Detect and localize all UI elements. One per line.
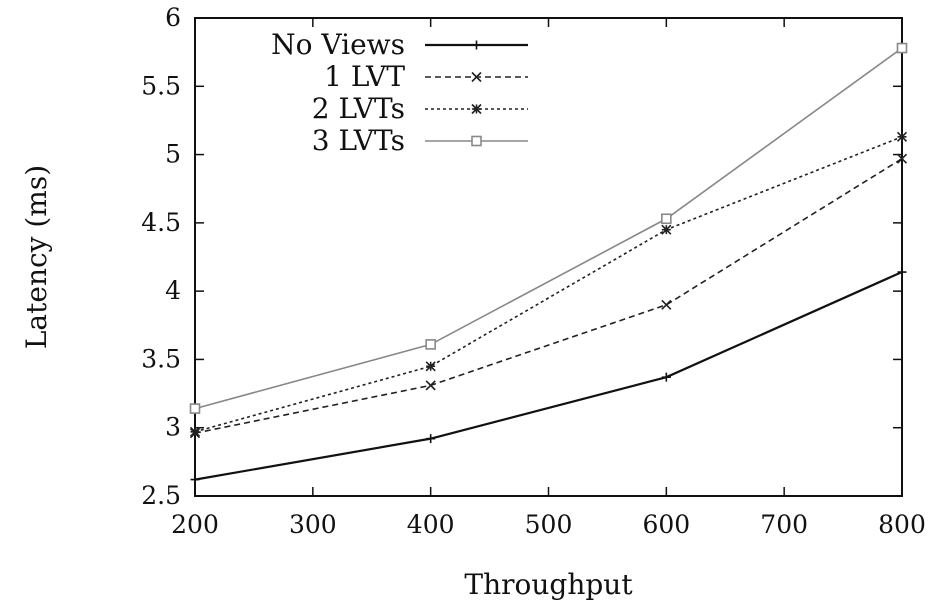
legend-label-0: No Views [271,28,405,61]
data-point-3-1 [425,339,436,350]
legend-marker-1 [471,71,482,83]
x-axis-title: Throughput [464,568,633,601]
data-point-1-2 [661,299,672,310]
plot-layer: 200 300 400 500 600 700 800 2.5 3 3.5 4 4.5 5 5.5 6 No … [141,3,926,539]
data-point-2-2 [661,224,672,235]
y-tick-label: 6 [165,3,181,32]
y-tick-label: 4 [165,276,181,305]
legend-marker-3 [471,135,482,147]
series-line-3 [194,47,903,410]
y-tick-label: 5.5 [141,71,181,100]
legend-label-3: 3 LVTs [312,124,405,157]
y-tick-label: 4.5 [141,208,181,237]
series-line-2 [194,136,903,433]
legend-label-1: 1 LVT [324,60,405,93]
data-point-0-1 [426,434,436,444]
y-tick-label: 3.5 [141,344,181,373]
data-point-2-1 [425,361,436,372]
x-tick-label: 700 [760,510,808,539]
legend-label-2: 2 LVTs [312,92,405,125]
data-point-1-1 [425,380,436,391]
x-tick-label: 600 [642,510,690,539]
data-point-3-3 [896,42,908,54]
legend-marker-0 [472,40,481,50]
data-point-0-0 [190,475,200,485]
data-point-3-2 [661,213,672,225]
x-tick-label: 500 [525,510,573,539]
series-line-1 [194,157,903,434]
y-tick-label: 5 [165,140,181,169]
data-point-2-0 [189,426,201,437]
data-point-3-0 [189,403,201,414]
plot-frame [194,17,903,497]
x-tick-label: 200 [171,510,219,539]
data-point-0-2 [661,372,671,382]
y-tick-label: 2.5 [141,481,181,510]
series-line-0 [194,271,903,481]
x-tick-label: 400 [407,510,455,539]
x-tick-label: 800 [878,510,926,539]
data-point-2-3 [896,131,908,142]
x-tick-label: 300 [289,510,337,539]
y-axis-title: Latency (ms) [20,165,53,349]
data-point-1-3 [896,153,908,164]
y-tick-label: 3 [165,413,181,442]
legend-marker-2 [471,103,482,115]
data-point-0-3 [897,267,907,277]
